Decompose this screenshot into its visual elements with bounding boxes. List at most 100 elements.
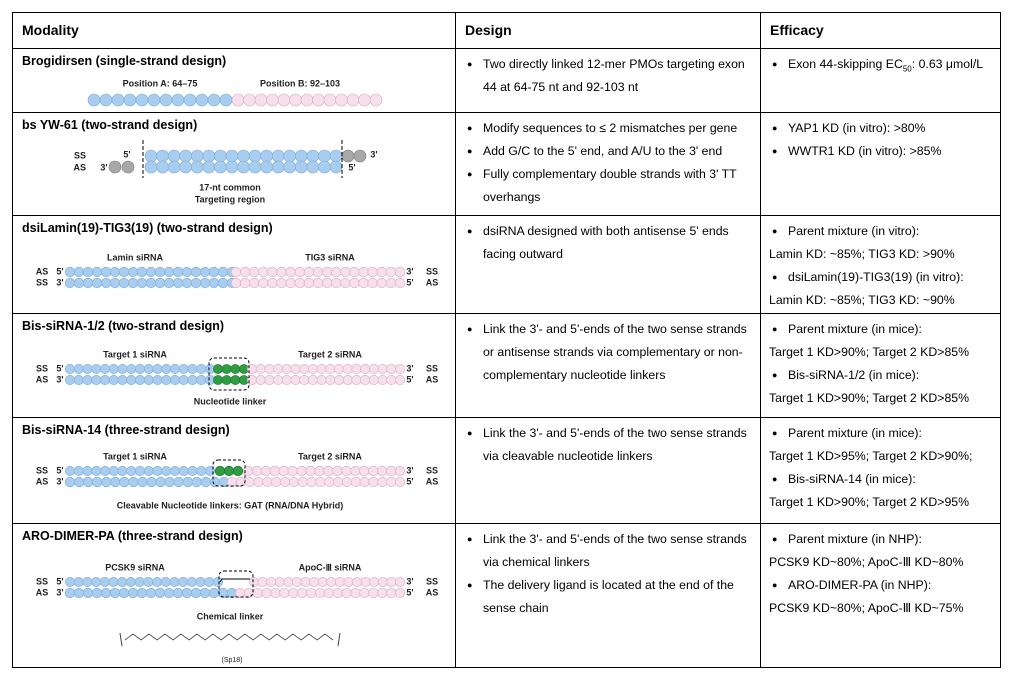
efficacy-cell: Parent mixture (in NHP): PCSK9 KD~80%; Ap… <box>769 528 997 620</box>
efficacy-cell: Parent mixture (in mice): Target 1 KD>90%… <box>769 318 997 410</box>
bead <box>163 277 175 289</box>
bead <box>191 476 202 488</box>
bead <box>333 476 344 488</box>
design-cell: Link the 3'- and 5'-ends of the two sens… <box>467 318 749 387</box>
bead <box>119 476 130 488</box>
bead <box>164 476 175 488</box>
bead <box>208 277 220 289</box>
diagram-label: AS <box>36 587 49 597</box>
bead <box>285 277 296 289</box>
diagram-label: 5' <box>406 374 413 384</box>
bead <box>118 266 130 278</box>
diagram-label: Position B: 92–103 <box>260 78 340 88</box>
bead <box>266 577 277 587</box>
bead <box>159 93 173 107</box>
bead <box>91 277 103 289</box>
bead <box>315 476 326 488</box>
bead <box>368 375 379 385</box>
bead <box>251 465 263 477</box>
bead <box>143 375 154 385</box>
bead <box>64 587 76 599</box>
diagram-label: Chemical linker <box>197 611 264 621</box>
efficacy-text: YAP1 KD (in vitro): >80% <box>788 121 926 135</box>
bead <box>280 476 291 488</box>
design-bullet: Fully complementary double strands with … <box>467 163 749 209</box>
table-border <box>12 12 1001 668</box>
bead <box>136 266 148 278</box>
efficacy-bullet: Bis-siRNA-14 (in mice): <box>772 468 997 491</box>
bead <box>208 266 220 278</box>
bead <box>395 375 405 385</box>
bead <box>385 277 397 289</box>
bead <box>217 266 229 278</box>
bead <box>297 476 308 488</box>
diagram-label: 17-nt common <box>199 182 261 192</box>
efficacy-detail: Lamin KD: ~85%; TIG3 KD: ~90% <box>769 293 955 307</box>
bead <box>341 465 352 477</box>
bead <box>82 587 94 599</box>
bead <box>154 277 166 289</box>
bead <box>126 364 137 374</box>
bead <box>155 476 166 488</box>
bead <box>143 364 154 374</box>
bead <box>137 476 148 488</box>
efficacy-detail: Target 1 KD>90%; Target 2 KD>85% <box>769 345 970 359</box>
bead <box>152 364 163 374</box>
bead <box>359 476 370 488</box>
efficacy-text: Parent mixture (in NHP): <box>788 532 922 546</box>
bead <box>306 160 320 174</box>
design-cell: dsiRNA designed with both antisense 5' e… <box>467 220 749 266</box>
efficacy-detail: Target 1 KD>95%; Target 2 KD>90%; <box>769 449 973 463</box>
diagram-label: 3' <box>100 162 107 172</box>
bead <box>161 466 172 476</box>
bead <box>341 149 355 163</box>
bead <box>161 375 172 385</box>
efficacy-bullet: Exon 44-skipping EC50: 0.63 μmol/L <box>772 53 997 80</box>
diagram-label: 5' <box>123 149 130 159</box>
bead <box>306 587 317 599</box>
efficacy-cell: Parent mixture (in vitro): Lamin KD: ~85%… <box>769 220 997 312</box>
efficacy-text: Parent mixture (in vitro): <box>788 224 920 238</box>
diagram-label: 5' <box>406 476 413 486</box>
bead <box>108 375 119 385</box>
bead <box>173 476 184 488</box>
diagram-label: TIG3 siRNA <box>305 252 355 262</box>
bead <box>258 266 269 278</box>
bead <box>202 149 216 163</box>
bead <box>368 587 379 599</box>
bead <box>65 375 75 385</box>
bead <box>376 266 387 278</box>
bead <box>217 277 229 289</box>
bead <box>156 149 169 163</box>
bead <box>99 577 110 587</box>
efficacy-text: WWTR1 KD (in vitro): >85% <box>788 144 942 158</box>
bead <box>243 587 254 599</box>
bead <box>195 577 206 587</box>
bead <box>292 577 302 587</box>
diagram-label: Position A: 64–75 <box>123 78 198 88</box>
header-cell: Design <box>465 22 512 38</box>
bead <box>167 149 181 163</box>
bead <box>126 466 137 476</box>
bead <box>170 375 180 385</box>
bead <box>341 587 352 599</box>
bead <box>65 577 75 587</box>
bead <box>123 93 137 107</box>
bead <box>178 364 189 374</box>
diagram-label: SS <box>426 465 438 475</box>
bead <box>349 266 360 278</box>
bead <box>145 587 157 599</box>
bead <box>278 465 289 477</box>
diagram-label: 5' <box>56 465 63 475</box>
efficacy-bullet: Parent mixture (in NHP): <box>772 528 997 551</box>
bead <box>213 364 223 374</box>
bead <box>271 149 285 163</box>
bead <box>136 277 148 289</box>
bead <box>314 465 325 477</box>
bead <box>205 466 215 476</box>
bead <box>239 266 251 278</box>
bead <box>170 466 180 476</box>
bead <box>261 587 272 599</box>
bead <box>199 277 211 289</box>
efficacy-text: Bis-siRNA-1/2 (in mice): <box>788 368 920 382</box>
